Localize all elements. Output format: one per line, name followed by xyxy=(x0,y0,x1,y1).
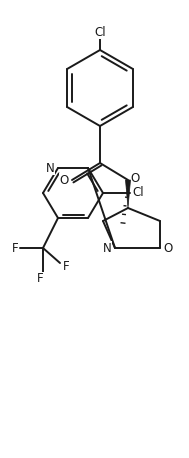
Text: O: O xyxy=(130,171,140,185)
Text: Cl: Cl xyxy=(132,186,144,200)
Text: O: O xyxy=(163,241,173,255)
Text: Cl: Cl xyxy=(94,26,106,38)
Text: N: N xyxy=(46,162,54,174)
Text: F: F xyxy=(37,273,43,285)
Polygon shape xyxy=(125,180,130,208)
Text: O: O xyxy=(59,174,69,186)
Text: F: F xyxy=(12,241,18,255)
Text: N: N xyxy=(103,241,111,255)
Text: F: F xyxy=(63,261,69,273)
